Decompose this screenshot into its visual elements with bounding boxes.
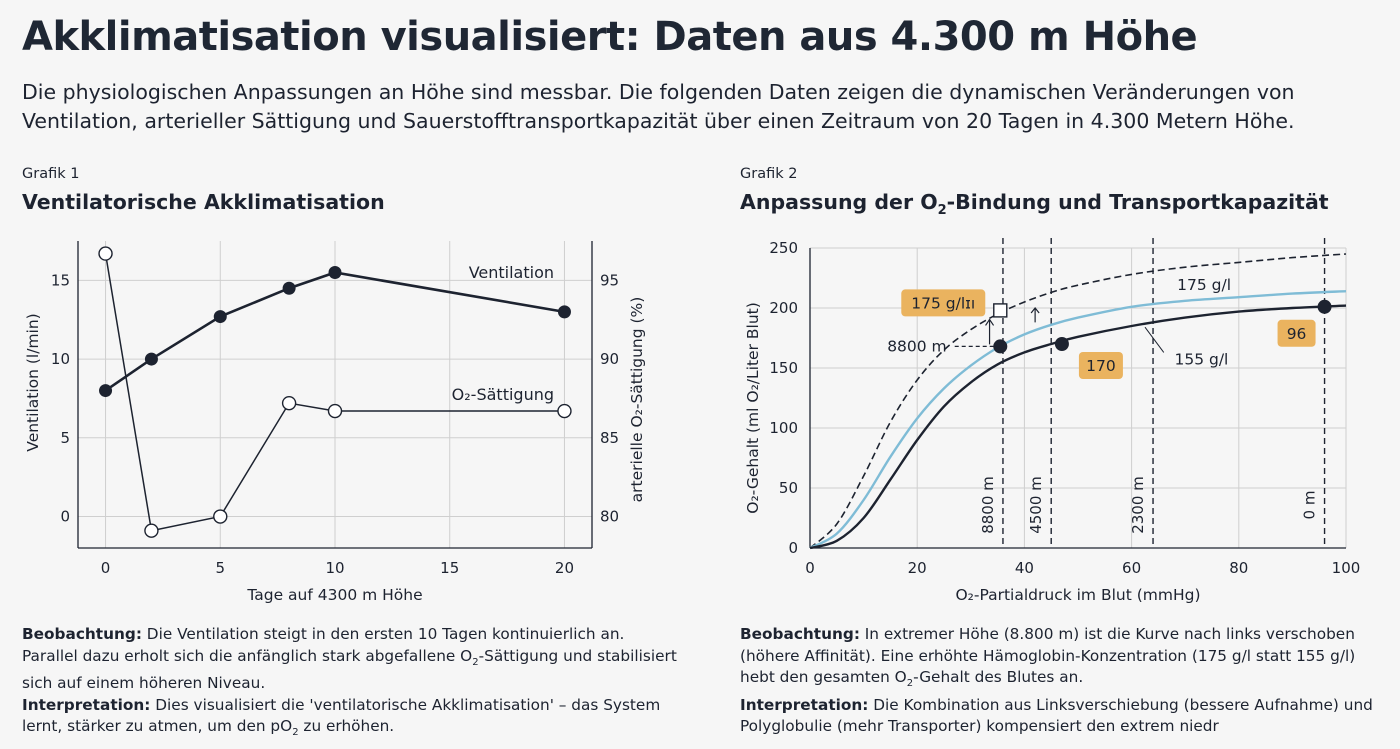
y-tick-label: 15 (51, 271, 70, 289)
y-right-tick-label: 85 (600, 429, 619, 447)
figure1-obs-text-a: Die Ventilation steigt in den ersten 10 … (22, 625, 625, 665)
y-right-tick-label: 80 (600, 508, 619, 526)
altitude-marker-label: 4500 m (1027, 476, 1045, 534)
curve-point-square (993, 303, 1008, 318)
figure2-int-text: Die Kombination aus Linksverschiebung (b… (740, 695, 1373, 736)
value-badge (1277, 319, 1316, 347)
figure2-title-sub: 2 (937, 203, 947, 219)
shift-arrow-icon (985, 318, 995, 345)
curve-annotation: 8800 m (887, 337, 946, 355)
shift-arrow-icon (1030, 307, 1040, 323)
y-axis-label-left: Ventilation (l/min) (24, 313, 42, 451)
saturation-point (281, 395, 297, 411)
y-tick-label: 150 (769, 359, 798, 377)
x-tick-label: 100 (1332, 559, 1361, 577)
curve-point (993, 339, 1008, 354)
curve-shifted-dashed (809, 253, 1347, 549)
ventilation-point (213, 310, 227, 324)
y-axis-label-right: arterielle O₂-Sättigung (%) (628, 297, 646, 503)
x-tick-label: 80 (1229, 559, 1248, 577)
figure2-title-part-a: Anpassung der O (740, 190, 938, 214)
page-title: Akklimatisation visualisiert: Daten aus … (22, 14, 1198, 60)
y-tick-label: 50 (779, 479, 798, 497)
curve-annotation: 155 g/l (1174, 351, 1228, 369)
saturation-point (144, 523, 159, 538)
figure1-obs-text-b: -Sättigung und stabilisiert sich auf ein… (22, 646, 677, 693)
x-tick-label: 10 (325, 559, 344, 577)
figure1-obs-label: Beobachtung: (22, 625, 142, 643)
ventilation-point (557, 305, 571, 319)
figure2-obs-text-a: In extremer Höhe (8.800 m) ist die Kurve… (740, 625, 1356, 686)
figure2-label: Grafik 2 (740, 166, 798, 182)
y-tick-label: 200 (769, 299, 798, 317)
legend-ventilation: Ventilation (469, 263, 554, 282)
x-axis-label: Tage auf 4300 m Höhe (246, 586, 422, 604)
figure2-obs-sub: 2 (906, 678, 914, 690)
x-tick-label: 0 (805, 559, 815, 577)
value-badge-text: 170 (1086, 357, 1116, 375)
figure1-int-label: Interpretation: (22, 695, 151, 714)
page-subtitle: Die physiologischen Anpassungen an Höhe … (22, 80, 1295, 133)
saturation-point (98, 246, 113, 261)
figure2-caption: Beobachtung: In extremer Höhe (8.800 m) … (740, 624, 1380, 738)
legend-saturation: O₂-Sättigung (452, 385, 554, 404)
ventilation-point (328, 265, 342, 279)
curve-point (1317, 299, 1332, 314)
figure2-obs-label: Beobachtung: (740, 625, 860, 643)
value-badge-text: 175 g/lɪı (911, 294, 975, 312)
figure2-title: Anpassung der O2-Bindung und Transportka… (740, 190, 1329, 218)
figure1-int-text-a: Dies visualisiert die 'ventilatorische A… (22, 695, 661, 736)
curve-point (1054, 337, 1069, 351)
altitude-marker-label: 2300 m (1129, 476, 1147, 534)
figure1-title: Ventilatorische Akklimatisation (22, 190, 385, 214)
series-line-saturation (104, 253, 565, 532)
curve-175-g-l (809, 290, 1347, 550)
y-tick-label: 0 (60, 508, 70, 526)
y-tick-label: 250 (769, 239, 798, 257)
curve-155-g-l (809, 304, 1347, 550)
altitude-marker-label: 0 m (1301, 491, 1319, 520)
value-badge (1078, 352, 1123, 379)
y-axis-label: O₂-Gehalt (ml O₂/Liter Blut) (744, 302, 762, 514)
y-tick-label: 100 (769, 419, 798, 437)
x-tick-label: 60 (1122, 559, 1141, 577)
figure1-label: Grafik 1 (22, 166, 80, 182)
figure1-obs-sub: 2 (472, 656, 479, 668)
x-tick-label: 0 (101, 559, 111, 577)
ventilation-point (99, 384, 113, 398)
y-right-tick-label: 95 (600, 271, 619, 289)
figure2-int-label: Interpretation: (740, 695, 869, 714)
curve-annotation: 175 g/l (1177, 276, 1231, 294)
saturation-point (327, 403, 343, 419)
figure1-int-text-b: zu erhöhen. (298, 717, 395, 736)
x-tick-label: 20 (555, 559, 574, 577)
altitude-marker-label: 8800 m (979, 476, 997, 534)
x-tick-label: 40 (1015, 559, 1034, 577)
figure1-caption: Beobachtung: Die Ventilation steigt in d… (22, 624, 682, 744)
y-tick-label: 5 (60, 429, 70, 447)
ventilation-point (144, 352, 158, 366)
x-tick-label: 5 (215, 559, 225, 577)
x-tick-label: 15 (440, 559, 459, 577)
value-badge (901, 289, 986, 317)
saturation-point (557, 403, 572, 419)
x-axis-label: O₂-Partialdruck im Blut (mmHg) (955, 586, 1200, 604)
y-right-tick-label: 90 (600, 350, 619, 368)
figure1-int-sub: 2 (292, 727, 299, 739)
figure2-obs-text-b: -Gehalt des Blutes an. (913, 668, 1084, 686)
value-badge-text: 96 (1287, 325, 1307, 343)
x-tick-label: 20 (908, 559, 927, 577)
annotation-leader-line (1144, 326, 1165, 353)
ventilation-point (282, 281, 296, 295)
figure2-title-part-b: -Bindung und Transportkapazität (946, 190, 1329, 214)
y-tick-label: 0 (788, 539, 798, 557)
y-tick-label: 10 (51, 350, 70, 368)
series-line-ventilation (104, 271, 565, 392)
saturation-point (213, 509, 228, 524)
